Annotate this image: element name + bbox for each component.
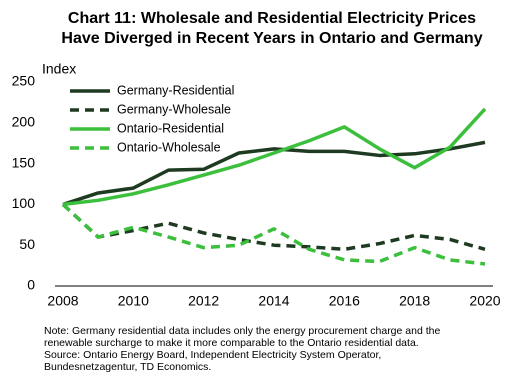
footnote: Bundesnetzagentur, TD Economics. <box>44 361 211 373</box>
x-tick-label: 2018 <box>399 293 430 309</box>
x-tick-label: 2010 <box>118 293 149 309</box>
y-tick-label: 50 <box>19 236 35 252</box>
series-line <box>61 203 486 252</box>
x-tick-label: 2008 <box>47 293 78 309</box>
footnote: Source: Ontario Energy Board, Independen… <box>44 349 381 361</box>
legend-label: Ontario-Wholesale <box>117 140 221 154</box>
series-line <box>62 107 487 207</box>
legend-label: Ontario-Residential <box>117 121 224 135</box>
x-tick-label: 2012 <box>188 293 219 309</box>
footnote: renewable surcharge to make it more comp… <box>44 337 419 349</box>
y-tick-label: 0 <box>27 277 35 293</box>
y-tick-label: 250 <box>12 73 36 89</box>
footnote: Note: Germany residential data includes … <box>44 325 440 337</box>
y-tick-label: 200 <box>12 114 36 130</box>
series-line <box>61 203 486 266</box>
legend-label: Germany-Wholesale <box>117 102 231 116</box>
legend-label: Germany-Residential <box>117 83 234 97</box>
x-tick-label: 2016 <box>329 293 360 309</box>
y-tick-label: 150 <box>12 154 36 170</box>
x-tick-label: 2014 <box>258 293 289 309</box>
y-axis-label: Index <box>42 61 76 77</box>
series-line <box>62 140 486 207</box>
chart-title: Have Diverged in Recent Years in Ontario… <box>61 30 482 47</box>
chart-title: Chart 11: Wholesale and Residential Elec… <box>68 10 476 27</box>
x-tick-label: 2020 <box>469 293 500 309</box>
y-tick-label: 100 <box>12 195 36 211</box>
